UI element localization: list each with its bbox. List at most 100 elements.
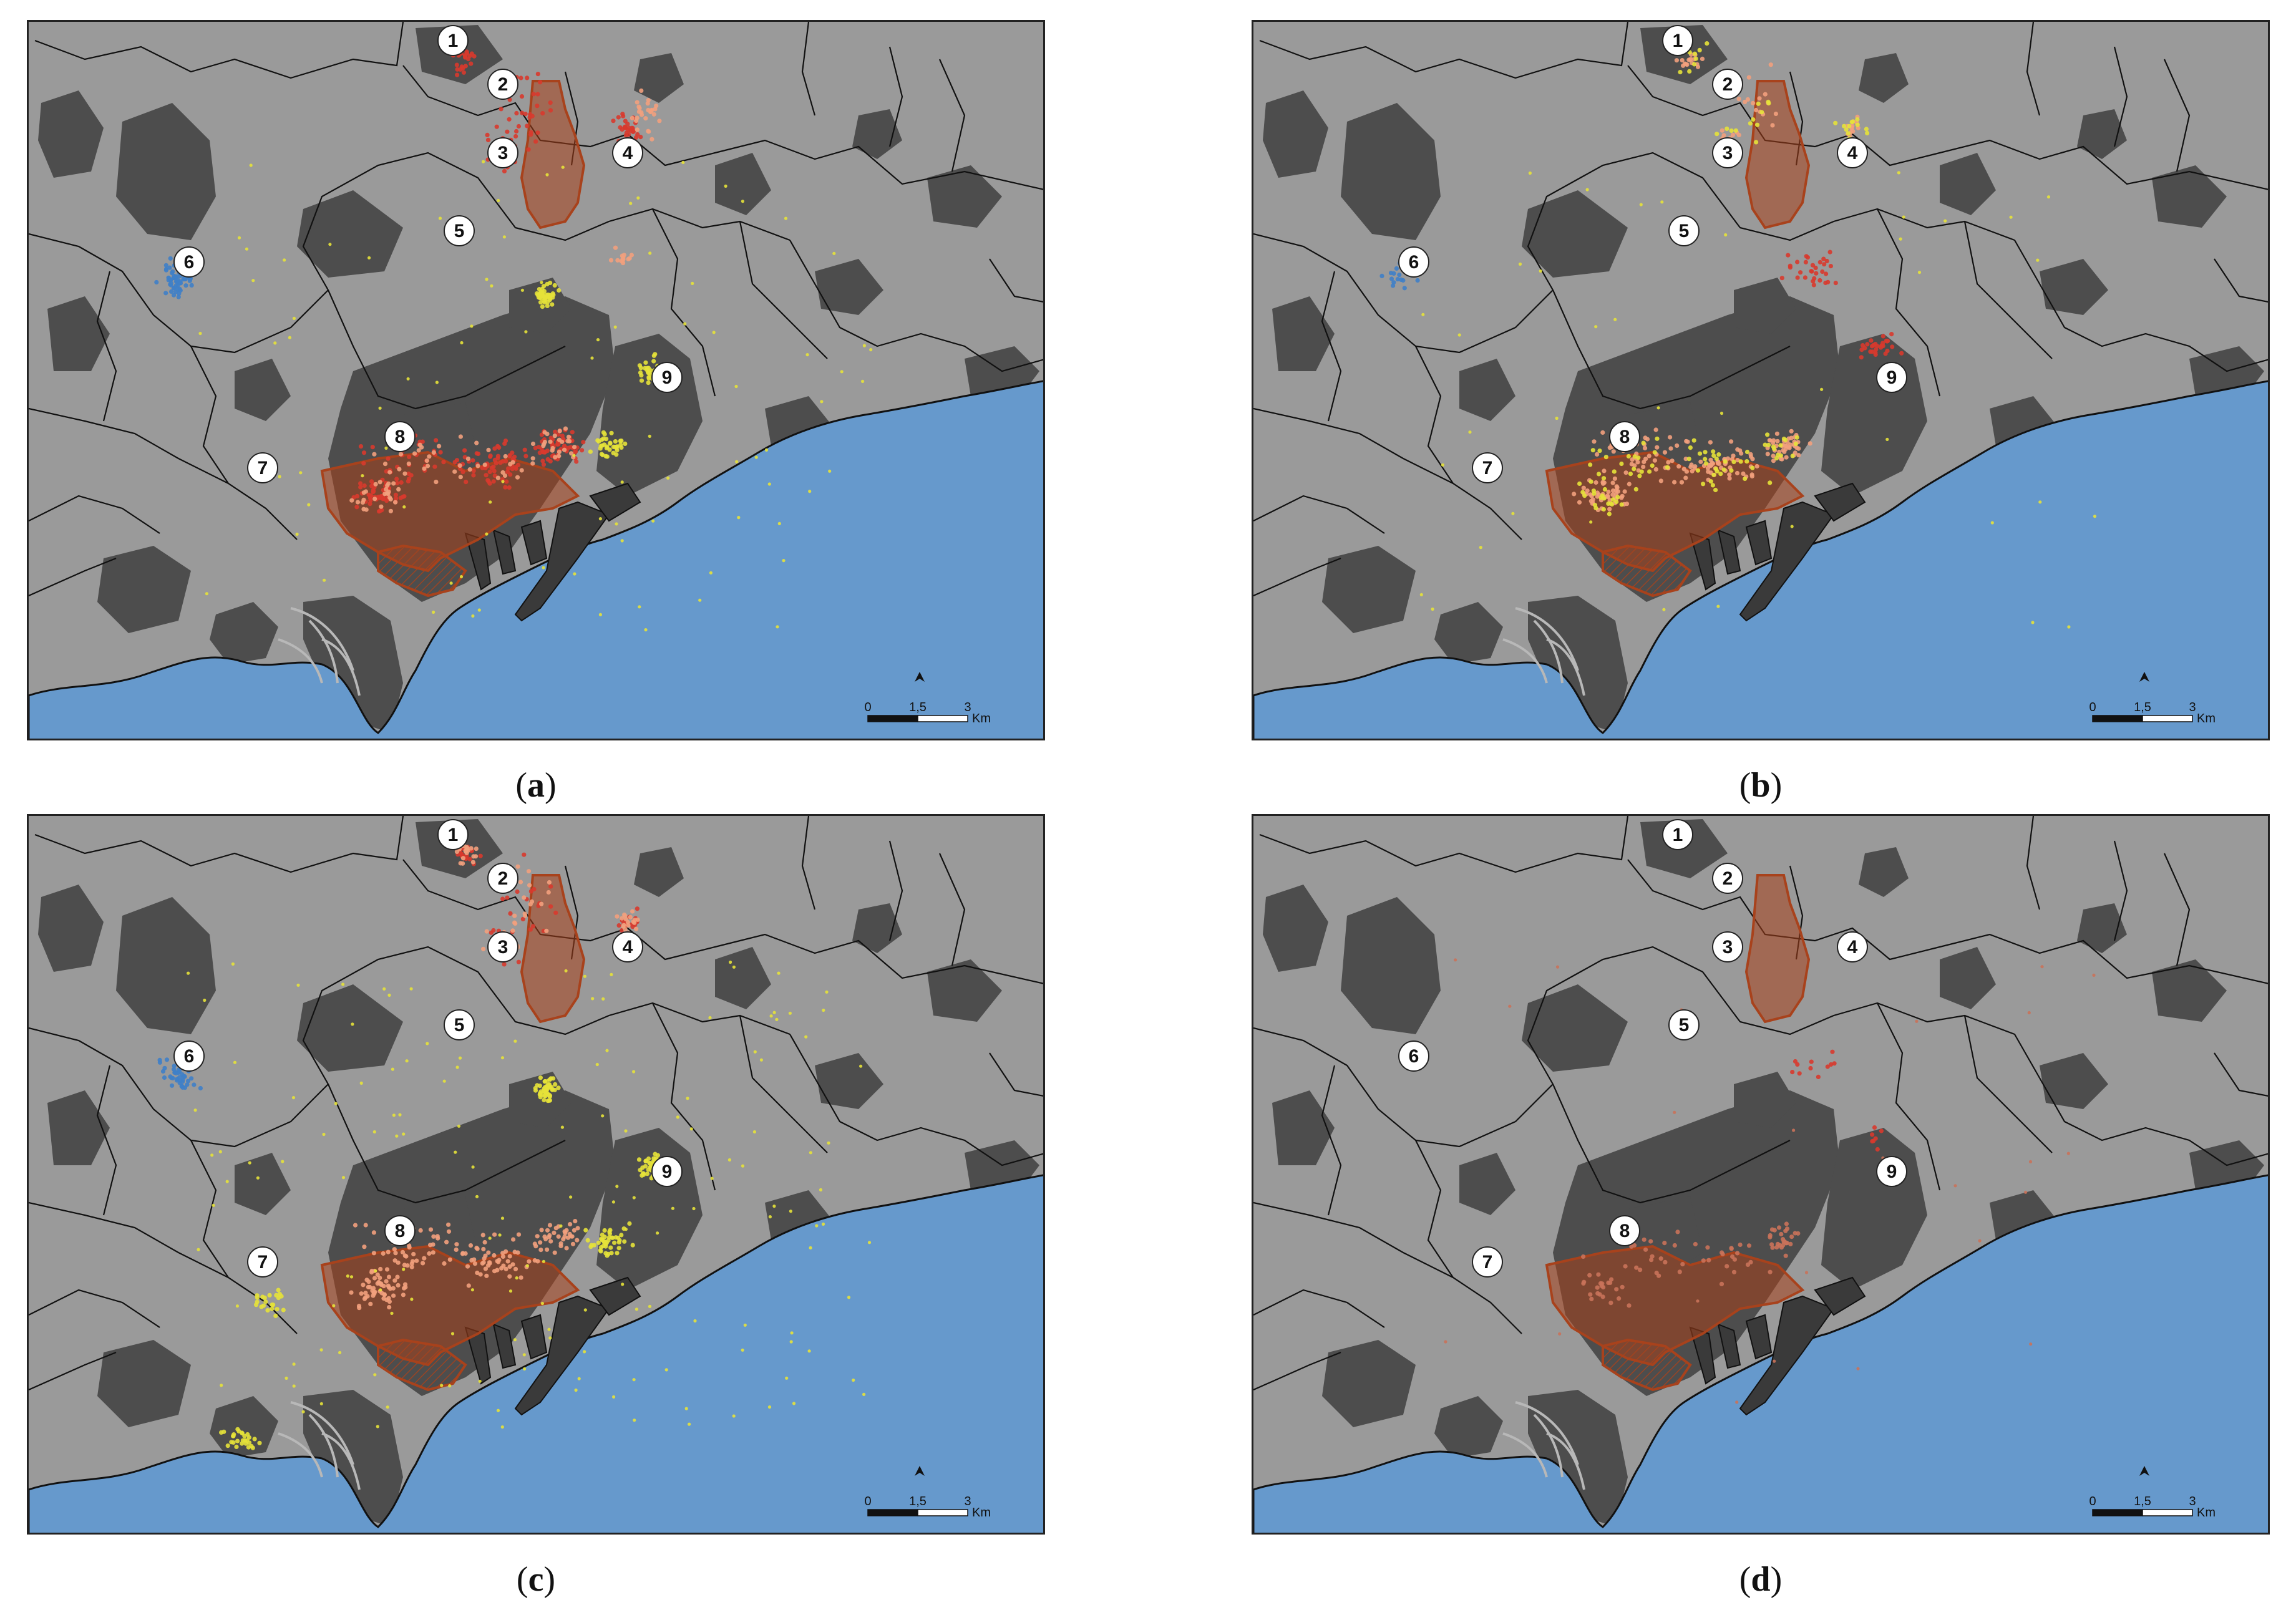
label-circle [487,931,518,963]
data-point [384,446,388,450]
data-point [1748,121,1753,126]
data-point [1865,130,1870,135]
data-point [500,1216,505,1220]
data-point [1765,452,1770,457]
data-point [522,1353,526,1357]
data-point [620,480,624,484]
data-point [619,445,624,450]
data-point [808,490,812,493]
data-point [370,445,375,450]
data-point [471,473,476,478]
label-circle [1662,819,1693,850]
data-point [542,294,547,299]
data-point [231,962,235,966]
data-point [825,990,829,994]
data-point [1653,427,1658,432]
harbor-pier [1745,1314,1773,1360]
data-point [596,439,601,444]
data-point [387,470,392,475]
data-point [575,1238,580,1243]
data-point [1606,489,1611,495]
data-point [1917,271,1922,274]
label-number: 2 [498,74,508,95]
district-boundary [2214,1052,2268,1097]
data-point [372,497,377,502]
data-point [210,1153,214,1157]
data-point [1829,1062,1834,1067]
data-point [535,130,540,135]
district-boundary [1415,1140,1454,1278]
data-point [488,1236,492,1240]
data-point [1873,341,1878,347]
data-point [1697,47,1702,52]
data-point [620,258,625,263]
urban-area [2152,959,2227,1022]
data-point [807,1349,811,1353]
scale-tick-label: 3 [2189,701,2196,714]
data-point [1724,1264,1729,1269]
data-point [381,1251,386,1256]
data-point [505,1259,510,1264]
data-point [1718,472,1723,477]
data-point [1794,435,1799,440]
data-point [1479,546,1482,550]
scale-tick-label: 1,5 [2134,701,2151,714]
data-point [861,379,865,384]
data-point [556,1085,561,1090]
data-point [471,468,476,473]
data-point [402,1268,406,1271]
data-point [545,173,549,177]
data-point [547,1233,552,1238]
data-point [1873,1136,1878,1141]
data-point [1585,488,1590,493]
data-point [391,1293,396,1298]
data-point [341,982,345,986]
data-point [1731,459,1736,465]
data-point [273,1313,278,1319]
data-point [516,124,522,129]
district-boundary [29,495,160,534]
label-circle [612,931,643,963]
data-point [1790,453,1795,458]
data-point [1610,488,1616,493]
district-boundary [402,65,1043,190]
urban-area [1734,1072,1796,1128]
data-point [615,522,618,526]
data-point [384,487,389,492]
data-point [526,869,532,874]
data-point [1591,488,1596,493]
data-point [1729,128,1734,133]
data-point [1647,469,1652,474]
urban-area [116,103,216,240]
data-point [460,470,465,475]
data-point [1741,471,1746,477]
data-point [245,1438,250,1443]
scale-segment [867,1509,918,1516]
data-point [388,508,394,513]
data-point [1705,41,1710,46]
data-point [869,348,873,352]
data-point [1692,51,1697,56]
data-point [540,281,543,284]
data-point [1844,127,1849,132]
data-point [520,916,525,921]
road-line [278,1432,323,1478]
data-point [377,1276,382,1281]
data-point [629,201,633,205]
data-point [768,1215,772,1219]
data-point [558,1243,563,1248]
data-point [1885,348,1890,354]
data-point [616,1239,621,1245]
data-point [1763,442,1768,447]
data-point [412,451,417,456]
data-point [631,919,636,924]
district-label: 1 [437,819,469,850]
data-point [426,1042,429,1045]
data-point [1833,120,1838,125]
data-point [502,962,507,967]
data-point [1810,263,1816,268]
data-point [2092,973,2096,977]
data-point [1731,1269,1737,1274]
data-point [570,1241,576,1246]
